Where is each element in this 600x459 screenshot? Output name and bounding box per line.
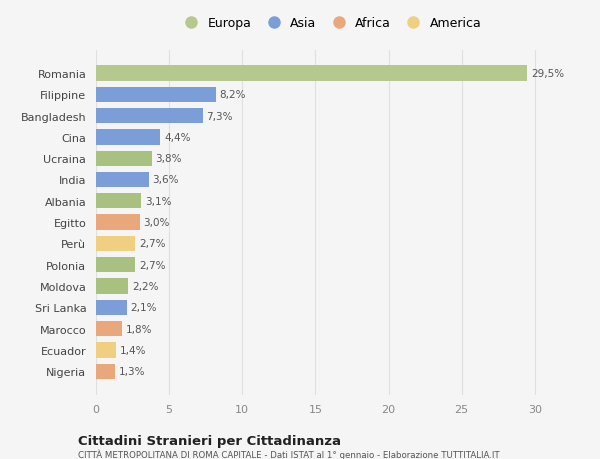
Bar xyxy=(96,151,152,167)
Bar xyxy=(96,236,136,252)
Legend: Europa, Asia, Africa, America: Europa, Asia, Africa, America xyxy=(173,12,487,35)
Bar xyxy=(96,215,140,230)
Bar xyxy=(96,342,116,358)
Bar xyxy=(96,300,127,315)
Text: 1,8%: 1,8% xyxy=(126,324,152,334)
Bar xyxy=(96,194,142,209)
Text: 29,5%: 29,5% xyxy=(531,69,564,79)
Bar xyxy=(96,321,122,336)
Bar xyxy=(96,87,216,103)
Bar xyxy=(96,109,203,124)
Text: Cittadini Stranieri per Cittadinanza: Cittadini Stranieri per Cittadinanza xyxy=(78,434,341,447)
Bar xyxy=(96,173,149,188)
Text: 2,7%: 2,7% xyxy=(139,239,166,249)
Text: 2,2%: 2,2% xyxy=(132,281,158,291)
Text: 2,1%: 2,1% xyxy=(130,302,157,313)
Text: 1,3%: 1,3% xyxy=(119,366,145,376)
Text: 3,0%: 3,0% xyxy=(143,218,170,228)
Bar xyxy=(96,257,136,273)
Bar xyxy=(96,130,160,145)
Bar xyxy=(96,364,115,379)
Text: 4,4%: 4,4% xyxy=(164,133,191,143)
Text: 7,3%: 7,3% xyxy=(206,112,233,121)
Bar xyxy=(96,66,527,81)
Text: CITTÀ METROPOLITANA DI ROMA CAPITALE - Dati ISTAT al 1° gennaio - Elaborazione T: CITTÀ METROPOLITANA DI ROMA CAPITALE - D… xyxy=(78,449,500,459)
Text: 2,7%: 2,7% xyxy=(139,260,166,270)
Text: 8,2%: 8,2% xyxy=(220,90,246,100)
Text: 3,8%: 3,8% xyxy=(155,154,182,164)
Bar xyxy=(96,279,128,294)
Text: 3,6%: 3,6% xyxy=(152,175,179,185)
Text: 1,4%: 1,4% xyxy=(120,345,146,355)
Text: 3,1%: 3,1% xyxy=(145,196,172,207)
